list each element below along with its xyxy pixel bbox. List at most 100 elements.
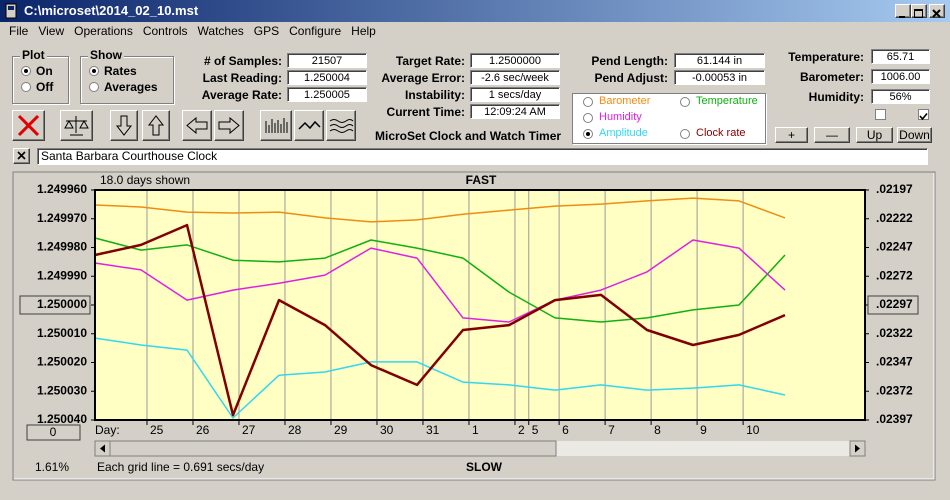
- control-button[interactable]: Down: [897, 127, 932, 143]
- plot-group-label: Plot: [20, 48, 47, 62]
- show-radio[interactable]: [89, 66, 99, 76]
- waves-button[interactable]: [326, 110, 356, 141]
- menu-item[interactable]: Controls: [142, 24, 188, 38]
- x-axis-label: Day:: [95, 423, 120, 437]
- y-reference-button[interactable]: [19, 295, 91, 315]
- menu-item[interactable]: View: [38, 24, 65, 38]
- series-line: [94, 237, 786, 323]
- field-label: Temperature:: [788, 50, 864, 64]
- legend-label[interactable]: Temperature: [696, 95, 758, 107]
- field-label: # of Samples:: [203, 54, 282, 68]
- maximize-button[interactable]: [911, 4, 927, 18]
- y2-reference-button[interactable]: [867, 295, 919, 315]
- slow-label: SLOW: [466, 460, 503, 474]
- y-tick-label: 1.249990: [37, 268, 87, 282]
- y-tick-label: 1.249960: [37, 182, 87, 196]
- series-select-group: [572, 93, 766, 144]
- show-option: Averages: [104, 80, 158, 94]
- menu-item[interactable]: Watches: [197, 24, 244, 38]
- series-line: [94, 197, 786, 223]
- field-label: Average Error:: [381, 71, 465, 85]
- series-line: [94, 239, 786, 323]
- legend-label[interactable]: Amplitude: [599, 127, 648, 139]
- menu-item[interactable]: Configure: [289, 24, 342, 38]
- plot-radio[interactable]: [21, 82, 31, 92]
- legend-label[interactable]: Clock rate: [696, 127, 746, 139]
- y2-tick-label: .02247: [876, 240, 913, 254]
- field-value: 1.250004: [287, 70, 367, 85]
- y2-tick-label: .02372: [876, 383, 913, 397]
- field-value: 12:09:24 AM: [470, 104, 560, 119]
- control-button[interactable]: —: [814, 127, 850, 143]
- x-tick-label: 29: [334, 423, 348, 437]
- offset-button[interactable]: [26, 424, 81, 441]
- control-button[interactable]: Up: [856, 127, 893, 143]
- stop-button[interactable]: [12, 110, 45, 141]
- y2-tick-label: .02322: [876, 326, 913, 340]
- x-tick-label: 7: [608, 423, 615, 437]
- series-radio[interactable]: [583, 113, 593, 123]
- field-label: Current Time:: [386, 105, 465, 119]
- down-button[interactable]: [110, 110, 138, 141]
- fast-label: FAST: [466, 173, 497, 187]
- series-line: [94, 223, 786, 417]
- field-value: 1.250005: [287, 87, 367, 102]
- x-tick-label: 30: [380, 423, 394, 437]
- days-shown: 18.0 days shown: [100, 173, 190, 187]
- field-value: 21507: [287, 53, 367, 68]
- up-button[interactable]: [142, 110, 170, 141]
- y-tick-label: 1.249970: [37, 211, 87, 225]
- x-tick-label: 25: [150, 423, 164, 437]
- menu-item[interactable]: Help: [351, 24, 376, 38]
- scrollbar-thumb[interactable]: [109, 440, 557, 457]
- series-radio[interactable]: [583, 97, 593, 107]
- field-value: 1 secs/day: [470, 87, 560, 102]
- menu-item[interactable]: Operations: [74, 24, 133, 38]
- right-button[interactable]: [214, 110, 244, 141]
- series-radio[interactable]: [680, 97, 690, 107]
- close-button[interactable]: [929, 4, 945, 18]
- series-radio[interactable]: [680, 129, 690, 139]
- x-tick-label: 28: [288, 423, 302, 437]
- y-tick-label: 1.250040: [37, 412, 87, 426]
- x-tick-label: 6: [562, 423, 569, 437]
- x-tick-label: 27: [242, 423, 256, 437]
- series-radio[interactable]: [583, 129, 593, 139]
- show-option: Rates: [104, 64, 137, 78]
- checkbox[interactable]: [875, 109, 886, 120]
- minimize-button[interactable]: [895, 4, 911, 18]
- x-tick-label: 26: [196, 423, 210, 437]
- left-button[interactable]: [182, 110, 212, 141]
- legend-label[interactable]: Humidity: [599, 111, 642, 123]
- scale-button[interactable]: [60, 110, 93, 141]
- field-value: 56%: [871, 89, 930, 104]
- plot-border: [94, 189, 866, 421]
- scrollbar-left-arrow: [100, 444, 105, 453]
- checkbox[interactable]: [918, 109, 929, 121]
- show-group: [80, 56, 174, 104]
- plot-radio[interactable]: [21, 66, 31, 76]
- clear-watch-button[interactable]: [13, 148, 30, 164]
- field-label: Last Reading:: [202, 71, 282, 85]
- bars-button[interactable]: [260, 110, 292, 141]
- control-button[interactable]: +: [775, 127, 808, 143]
- y2-tick-label: .02197: [876, 182, 913, 196]
- menu-item[interactable]: GPS: [253, 24, 280, 38]
- line-button[interactable]: [294, 110, 324, 141]
- x-tick-label: 9: [700, 423, 707, 437]
- y-tick-label: 1.249980: [37, 240, 87, 254]
- y2-tick-label: .02397: [876, 412, 913, 426]
- grid-note: Each grid line = 0.691 secs/day: [97, 460, 264, 474]
- zoom-label: 1.61%: [35, 460, 69, 474]
- show-radio[interactable]: [89, 82, 99, 92]
- y2-tick-label: .02297: [876, 297, 913, 311]
- field-label: Average Rate:: [201, 88, 282, 102]
- field-label: Instability:: [404, 88, 465, 102]
- field-label: Target Rate:: [395, 54, 465, 68]
- x-tick-label: 31: [426, 423, 440, 437]
- y-tick-label: 1.250030: [37, 383, 87, 397]
- legend-label[interactable]: Barometer: [599, 95, 651, 107]
- menu-item[interactable]: File: [9, 24, 29, 38]
